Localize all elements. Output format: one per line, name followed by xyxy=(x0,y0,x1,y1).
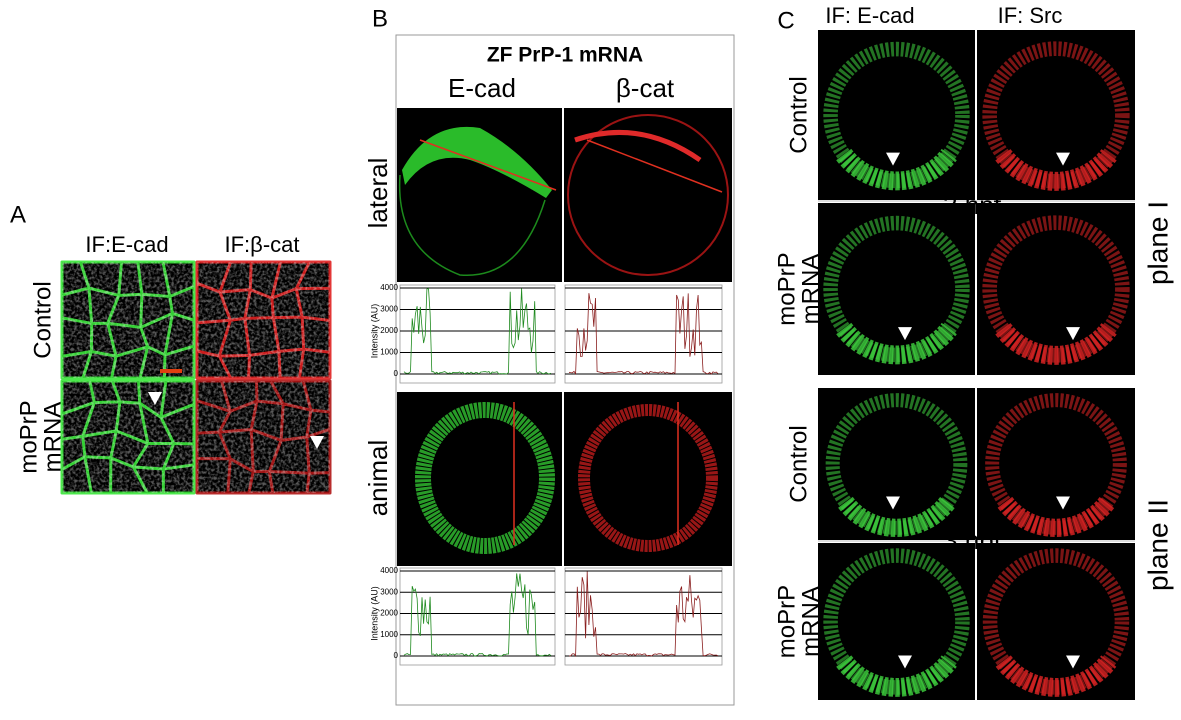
y-tick-label: 2000 xyxy=(380,326,398,335)
y-tick-label: 4000 xyxy=(380,566,398,575)
column-header: IF: Src xyxy=(998,3,1063,28)
arrowhead xyxy=(148,392,162,405)
arrowhead xyxy=(886,496,900,510)
panel-label: B xyxy=(372,5,388,32)
panel-label: A xyxy=(10,201,26,228)
plot-frame xyxy=(564,567,723,666)
y-tick-label: 1000 xyxy=(380,348,398,357)
y-axis-label: Intensity (AU) xyxy=(369,586,379,641)
row-label: mRNA xyxy=(39,402,66,473)
arrowhead xyxy=(1056,152,1070,166)
micrograph xyxy=(977,388,1135,540)
micrograph xyxy=(818,388,975,540)
embryo-band xyxy=(574,129,702,163)
row-label: animal xyxy=(363,440,393,517)
panel-label: C xyxy=(777,7,794,34)
embryo-bright xyxy=(838,496,955,537)
profile-arrow xyxy=(419,139,557,191)
cell-texture xyxy=(62,381,194,493)
embryo-ring xyxy=(982,215,1130,363)
y-tick-label: 0 xyxy=(394,651,399,660)
micrograph xyxy=(564,392,732,566)
row-label: mRNA xyxy=(797,254,824,325)
arrowhead xyxy=(1066,327,1080,341)
embryo-bright xyxy=(995,322,1117,365)
cell-network xyxy=(195,379,332,495)
y-tick-label: 3000 xyxy=(380,305,398,314)
arrowhead xyxy=(886,152,900,166)
row-label: Control xyxy=(785,76,812,153)
column-header: IF:E-cad xyxy=(85,232,168,257)
row-label: mRNA xyxy=(797,586,824,657)
intensity-trace xyxy=(568,571,719,658)
row-label: moPrP xyxy=(773,585,800,658)
intensity-trace xyxy=(403,573,552,657)
embryo-band xyxy=(402,126,552,198)
y-tick-label: 4000 xyxy=(380,283,398,292)
plot-frame xyxy=(399,284,556,384)
embryo-ring xyxy=(823,215,970,363)
plane-label: plane II xyxy=(1142,499,1173,591)
row-label: Control xyxy=(785,425,812,502)
micrograph xyxy=(977,30,1135,200)
arrowhead xyxy=(1056,496,1070,510)
profile-arrow xyxy=(586,139,723,193)
row-label: lateral xyxy=(363,158,393,229)
arrowhead xyxy=(1066,655,1080,669)
embryo-ring xyxy=(985,393,1127,535)
embryo-ring xyxy=(823,41,970,189)
embryo-bright xyxy=(836,655,957,697)
embryo-ring xyxy=(415,402,555,554)
column-header: β-cat xyxy=(616,73,675,103)
embryo-bright xyxy=(836,148,957,191)
embryo-ring xyxy=(823,548,970,695)
scale-bar xyxy=(160,369,182,373)
embryo-ring xyxy=(578,404,718,552)
micrograph xyxy=(977,543,1135,700)
arrowhead xyxy=(898,327,912,341)
axis-marker: V xyxy=(401,254,416,279)
panel-frame xyxy=(395,34,735,706)
y-tick-label: 0 xyxy=(394,369,399,378)
plane-label: plane I xyxy=(1142,201,1173,285)
cell-network xyxy=(195,260,332,380)
y-tick-label: 1000 xyxy=(380,630,398,639)
row-label: Control xyxy=(29,281,56,358)
embryo-ring xyxy=(567,114,729,276)
embryo-bright xyxy=(995,655,1117,697)
column-header: IF:β-cat xyxy=(225,232,300,257)
panel-title: ZF PrP-1 mRNA xyxy=(487,44,643,67)
row-label: moPrP xyxy=(773,252,800,325)
cell-network xyxy=(60,379,196,495)
column-header: E-cad xyxy=(448,73,516,103)
cell-texture xyxy=(62,262,194,378)
column-header: IF: E-cad xyxy=(825,3,914,28)
intensity-trace xyxy=(568,293,719,376)
cell-texture xyxy=(197,262,330,378)
arrowhead xyxy=(310,436,324,449)
row-label: moPrP xyxy=(15,400,42,473)
embryo-bright xyxy=(995,148,1117,191)
stage-label: 3 hpf xyxy=(943,525,1002,555)
embryo-ring xyxy=(982,548,1130,695)
y-tick-label: 3000 xyxy=(380,587,398,596)
embryo-band xyxy=(398,174,546,276)
arrowhead xyxy=(898,655,912,669)
intensity-trace xyxy=(403,287,552,375)
cell-network xyxy=(60,260,196,380)
stage-label: 3 hpf xyxy=(943,190,1002,220)
embryo-bright xyxy=(836,322,957,365)
y-axis-label: Intensity (AU) xyxy=(369,304,379,359)
embryo-bright xyxy=(997,496,1115,537)
y-tick-label: 2000 xyxy=(380,609,398,618)
embryo-ring xyxy=(825,393,968,535)
embryo-ring xyxy=(982,41,1130,189)
cell-texture xyxy=(197,381,330,493)
micrograph xyxy=(818,543,975,700)
axis-marker: D xyxy=(541,254,557,279)
